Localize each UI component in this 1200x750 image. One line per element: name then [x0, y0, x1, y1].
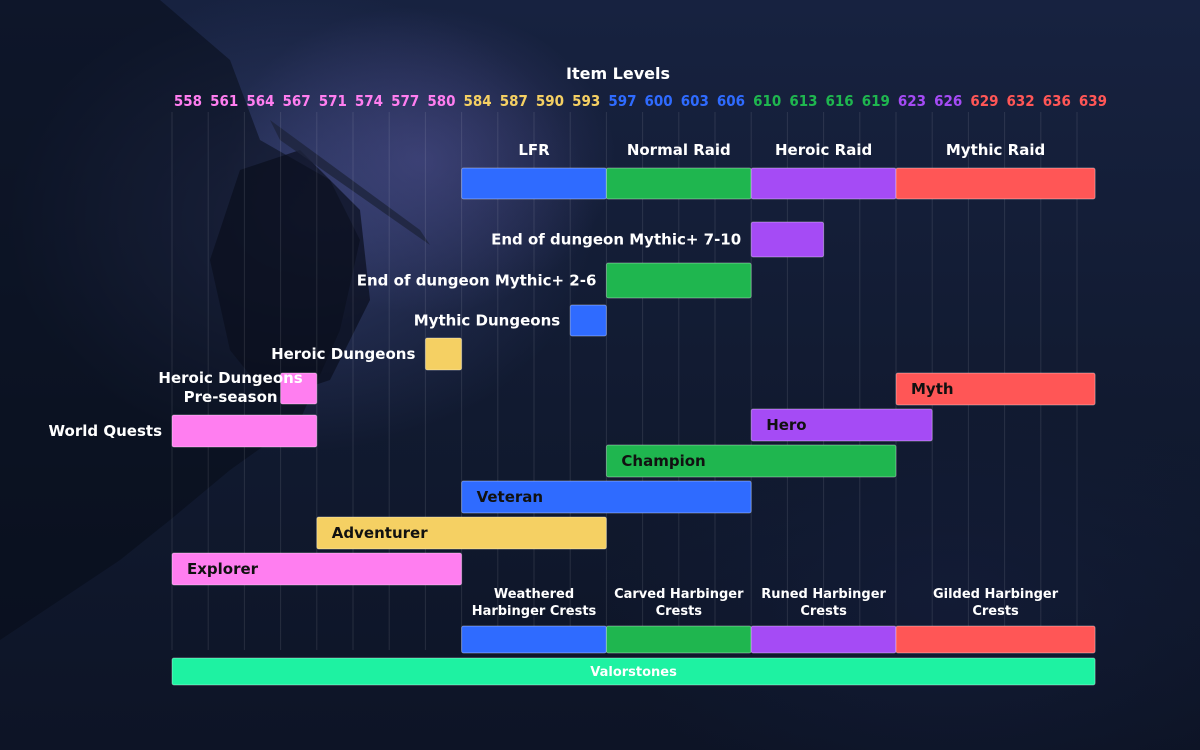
source-label: Pre-season	[184, 388, 278, 406]
tick-label: 558	[174, 92, 202, 110]
item-level-ticks: 558 561 564 567 571 574 577 580 584 587 590 593 597 6…	[174, 92, 1107, 110]
source-bar	[171, 414, 318, 448]
source-bar	[605, 262, 752, 299]
track-label: Veteran	[477, 488, 544, 506]
raid-header: LFR	[518, 141, 550, 159]
source-label: End of dungeon Mythic+ 2-6	[357, 272, 597, 290]
track-bar	[750, 408, 933, 442]
track-label: Hero	[766, 416, 806, 434]
tick-label: 610	[753, 92, 781, 110]
crest-label: Crests	[656, 604, 703, 619]
raid-bar	[461, 167, 607, 200]
crest-bar	[895, 625, 1096, 654]
track-bar	[895, 372, 1096, 406]
crest-label: Gilded Harbinger	[933, 587, 1059, 602]
track-label: Myth	[911, 380, 954, 398]
tick-label: 629	[970, 92, 998, 110]
source-bar	[424, 337, 463, 371]
tick-label: 580	[427, 92, 455, 110]
tick-label: 639	[1079, 92, 1107, 110]
raid-bar	[895, 167, 1096, 200]
tick-label: 593	[572, 92, 600, 110]
crest-label: Crests	[800, 604, 847, 619]
crest-bar	[750, 625, 897, 654]
tick-label: 623	[898, 92, 926, 110]
tick-label: 636	[1043, 92, 1071, 110]
track-label: Adventurer	[332, 524, 428, 542]
source-label: Heroic Dungeons	[158, 369, 302, 387]
raid-bar	[750, 167, 897, 200]
raid-header: Mythic Raid	[946, 141, 1045, 159]
tick-label: 587	[500, 92, 528, 110]
valorstones-bar: Valorstones	[171, 657, 1096, 686]
tick-label: 603	[681, 92, 709, 110]
tick-label: 616	[826, 92, 854, 110]
tick-label: 564	[246, 92, 274, 110]
tick-label: 590	[536, 92, 564, 110]
upgrade-track-bars: Myth Hero Champion Veteran Adventurer Explore…	[171, 372, 1096, 586]
crest-label: Harbinger Crests	[472, 604, 597, 619]
tick-label: 561	[210, 92, 238, 110]
track-bar	[171, 552, 463, 586]
tick-label: 613	[789, 92, 817, 110]
tick-label: 606	[717, 92, 745, 110]
source-label: Mythic Dungeons	[414, 312, 561, 330]
track-label: Explorer	[187, 560, 259, 578]
crest-label: Runed Harbinger	[761, 587, 886, 602]
loot-source-bars: End of dungeon Mythic+ 7-10 End of dungeo…	[49, 221, 825, 448]
tick-label: 567	[283, 92, 311, 110]
crest-label: Weathered	[494, 587, 574, 602]
crest-label: Carved Harbinger	[614, 587, 744, 602]
track-bar	[605, 444, 897, 478]
track-bar	[316, 516, 607, 550]
chart-title: Item Levels	[566, 64, 670, 83]
crest-bar	[461, 625, 607, 654]
source-bar	[569, 304, 607, 337]
tick-label: 577	[391, 92, 419, 110]
raid-header: Normal Raid	[627, 141, 731, 159]
source-bar	[280, 372, 318, 405]
source-label: Heroic Dungeons	[271, 345, 415, 363]
crest-bars: Weathered Harbinger Crests Carved Harbinge…	[461, 587, 1096, 654]
valorstones-bar	[171, 657, 1096, 686]
track-bar	[461, 480, 752, 514]
tick-label: 626	[934, 92, 962, 110]
valorstones-label: Valorstones	[590, 665, 677, 680]
source-label: End of dungeon Mythic+ 7-10	[491, 231, 741, 249]
raid-bar	[605, 167, 752, 200]
tick-label: 597	[608, 92, 636, 110]
tick-label: 600	[645, 92, 673, 110]
source-label: World Quests	[49, 422, 163, 440]
crest-bar	[605, 625, 752, 654]
tick-label: 632	[1007, 92, 1035, 110]
crest-label: Crests	[972, 604, 1019, 619]
raid-difficulty-bars: LFR Normal Raid Heroic Raid Mythic Raid	[461, 141, 1096, 200]
tick-label: 584	[464, 92, 492, 110]
tick-label: 619	[862, 92, 890, 110]
source-bar	[750, 221, 825, 258]
tick-label: 574	[355, 92, 383, 110]
tick-label: 571	[319, 92, 347, 110]
track-label: Champion	[621, 452, 705, 470]
raid-header: Heroic Raid	[775, 141, 872, 159]
